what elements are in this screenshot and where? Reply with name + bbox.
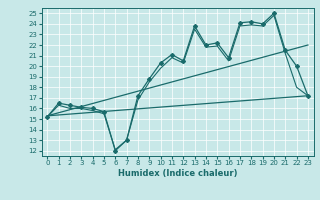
X-axis label: Humidex (Indice chaleur): Humidex (Indice chaleur) xyxy=(118,169,237,178)
